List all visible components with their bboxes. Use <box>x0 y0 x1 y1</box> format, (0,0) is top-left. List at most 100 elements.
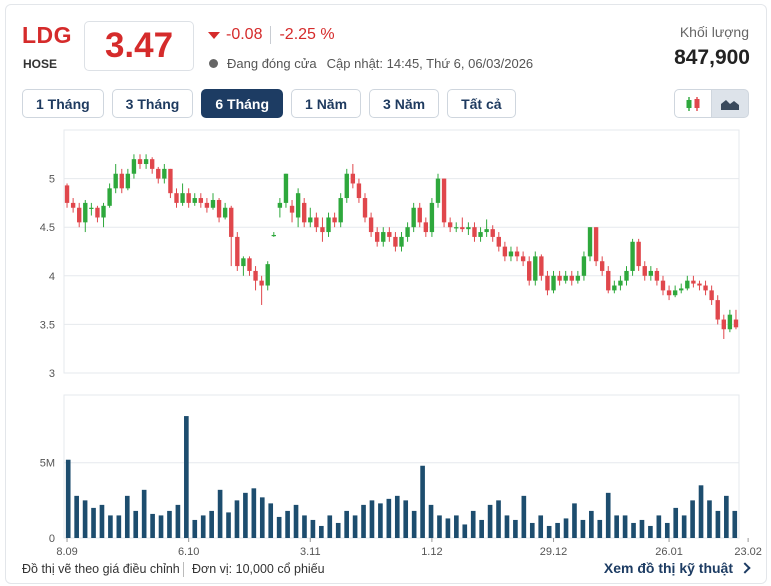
volume-bar <box>251 488 257 538</box>
period-tabs: 1 Tháng 3 Tháng 6 Tháng 1 Năm 3 Năm Tất … <box>22 89 524 118</box>
candle-body <box>685 280 690 289</box>
tab-all[interactable]: Tất cả <box>447 89 516 118</box>
candle-body <box>253 270 258 281</box>
candle-body <box>143 159 149 165</box>
area-chart-button[interactable] <box>711 89 749 118</box>
candle-body <box>89 207 94 209</box>
volume-bar <box>243 492 248 538</box>
volume-bar <box>631 522 636 538</box>
candle-body <box>484 229 489 233</box>
area-chart-icon <box>721 99 739 110</box>
candle-body <box>624 270 629 281</box>
candle-body <box>198 198 204 203</box>
volume-bar <box>437 515 442 538</box>
footer-unit: Đơn vị: 10,000 cổ phiếu <box>192 562 325 576</box>
volume-bar <box>394 495 400 538</box>
price-ytick-label: 5 <box>49 174 55 186</box>
candle-body <box>64 185 70 203</box>
volume-bar <box>420 465 425 538</box>
volume-bar <box>479 519 484 538</box>
candle-body <box>131 159 137 174</box>
widget-frame <box>5 4 767 584</box>
volume-bar <box>133 510 139 538</box>
volume-bar <box>673 507 679 538</box>
candle-body <box>314 217 319 228</box>
candle-body <box>168 168 173 194</box>
technical-chart-link[interactable]: Xem đồ thị kỹ thuật <box>603 560 751 576</box>
candle-body <box>374 232 380 242</box>
candle-body <box>618 280 623 286</box>
volume-bar <box>65 459 71 538</box>
volume-bar <box>319 525 324 538</box>
volume-bar <box>378 503 383 538</box>
candle-body <box>490 229 495 237</box>
price-ytick-label: 3 <box>49 368 55 380</box>
volume-bar <box>184 416 189 538</box>
volume-bar <box>529 522 535 538</box>
candle-body <box>533 256 538 281</box>
technical-chart-link-label: Xem đồ thị kỹ thuật <box>603 560 733 576</box>
volume-bar <box>302 515 307 538</box>
candle-body <box>277 202 283 208</box>
volume-bar <box>470 510 476 538</box>
candle-body <box>721 319 726 330</box>
candle-body <box>478 232 483 237</box>
candle-body <box>308 217 313 223</box>
candle-body <box>727 314 733 330</box>
tab-1-month[interactable]: 1 Tháng <box>22 89 104 118</box>
tab-6-months[interactable]: 6 Tháng <box>201 89 284 118</box>
candle-body <box>113 173 118 189</box>
volume-bar <box>639 519 645 538</box>
volume-bar <box>200 515 206 538</box>
volume-bar <box>605 492 611 538</box>
candle-body <box>466 227 471 230</box>
volume-bar <box>344 510 349 538</box>
candle-body <box>119 173 124 189</box>
volume-bar <box>546 525 552 538</box>
volume-bar <box>99 504 105 538</box>
market-status: Đang đóng cửa Cập nhật: 14:45, Thứ 6, 06… <box>209 56 533 71</box>
candle-body <box>107 188 112 206</box>
candle-body <box>563 275 568 281</box>
candle-body <box>606 270 611 291</box>
volume-bar <box>108 515 113 538</box>
candle-body <box>399 236 404 247</box>
volume-bar <box>681 515 687 538</box>
candle-body <box>204 202 210 208</box>
tab-1-year[interactable]: 1 Năm <box>291 89 362 118</box>
volume-bar <box>411 510 417 538</box>
volume-bar <box>445 518 451 538</box>
candle-body <box>557 275 562 281</box>
candle-body <box>697 283 702 286</box>
change-divider <box>270 26 272 44</box>
price-ytick-label: 3.5 <box>40 319 55 331</box>
ticker-symbol: LDG <box>22 22 73 48</box>
volume-bar <box>521 495 527 538</box>
candle-body <box>691 280 696 284</box>
volume-bar <box>563 518 569 538</box>
volume-bar <box>597 519 603 538</box>
volume-value: 847,900 <box>674 46 750 69</box>
candle-body <box>381 232 386 242</box>
volume-bar <box>656 515 662 538</box>
candle-body <box>551 275 556 291</box>
candle-body <box>368 217 374 233</box>
candle-body <box>435 178 441 203</box>
volume-bar <box>698 485 704 538</box>
candle-body <box>101 205 106 218</box>
candle-body <box>241 258 246 267</box>
candle-body <box>338 198 343 223</box>
volume-bar <box>268 503 274 538</box>
candle-body <box>715 300 720 320</box>
tab-3-years[interactable]: 3 Năm <box>369 89 440 118</box>
candlestick-chart-button[interactable] <box>674 89 712 118</box>
volume-bar <box>91 507 96 538</box>
tab-3-months[interactable]: 3 Tháng <box>111 89 194 118</box>
candle-body <box>648 270 654 276</box>
candle-body <box>630 241 635 271</box>
chevron-right-icon <box>739 562 751 574</box>
candle-body <box>289 205 295 213</box>
candle-body <box>502 246 508 257</box>
change-value: -0.08 <box>226 26 263 43</box>
xtick-label: 6.10 <box>178 546 199 558</box>
